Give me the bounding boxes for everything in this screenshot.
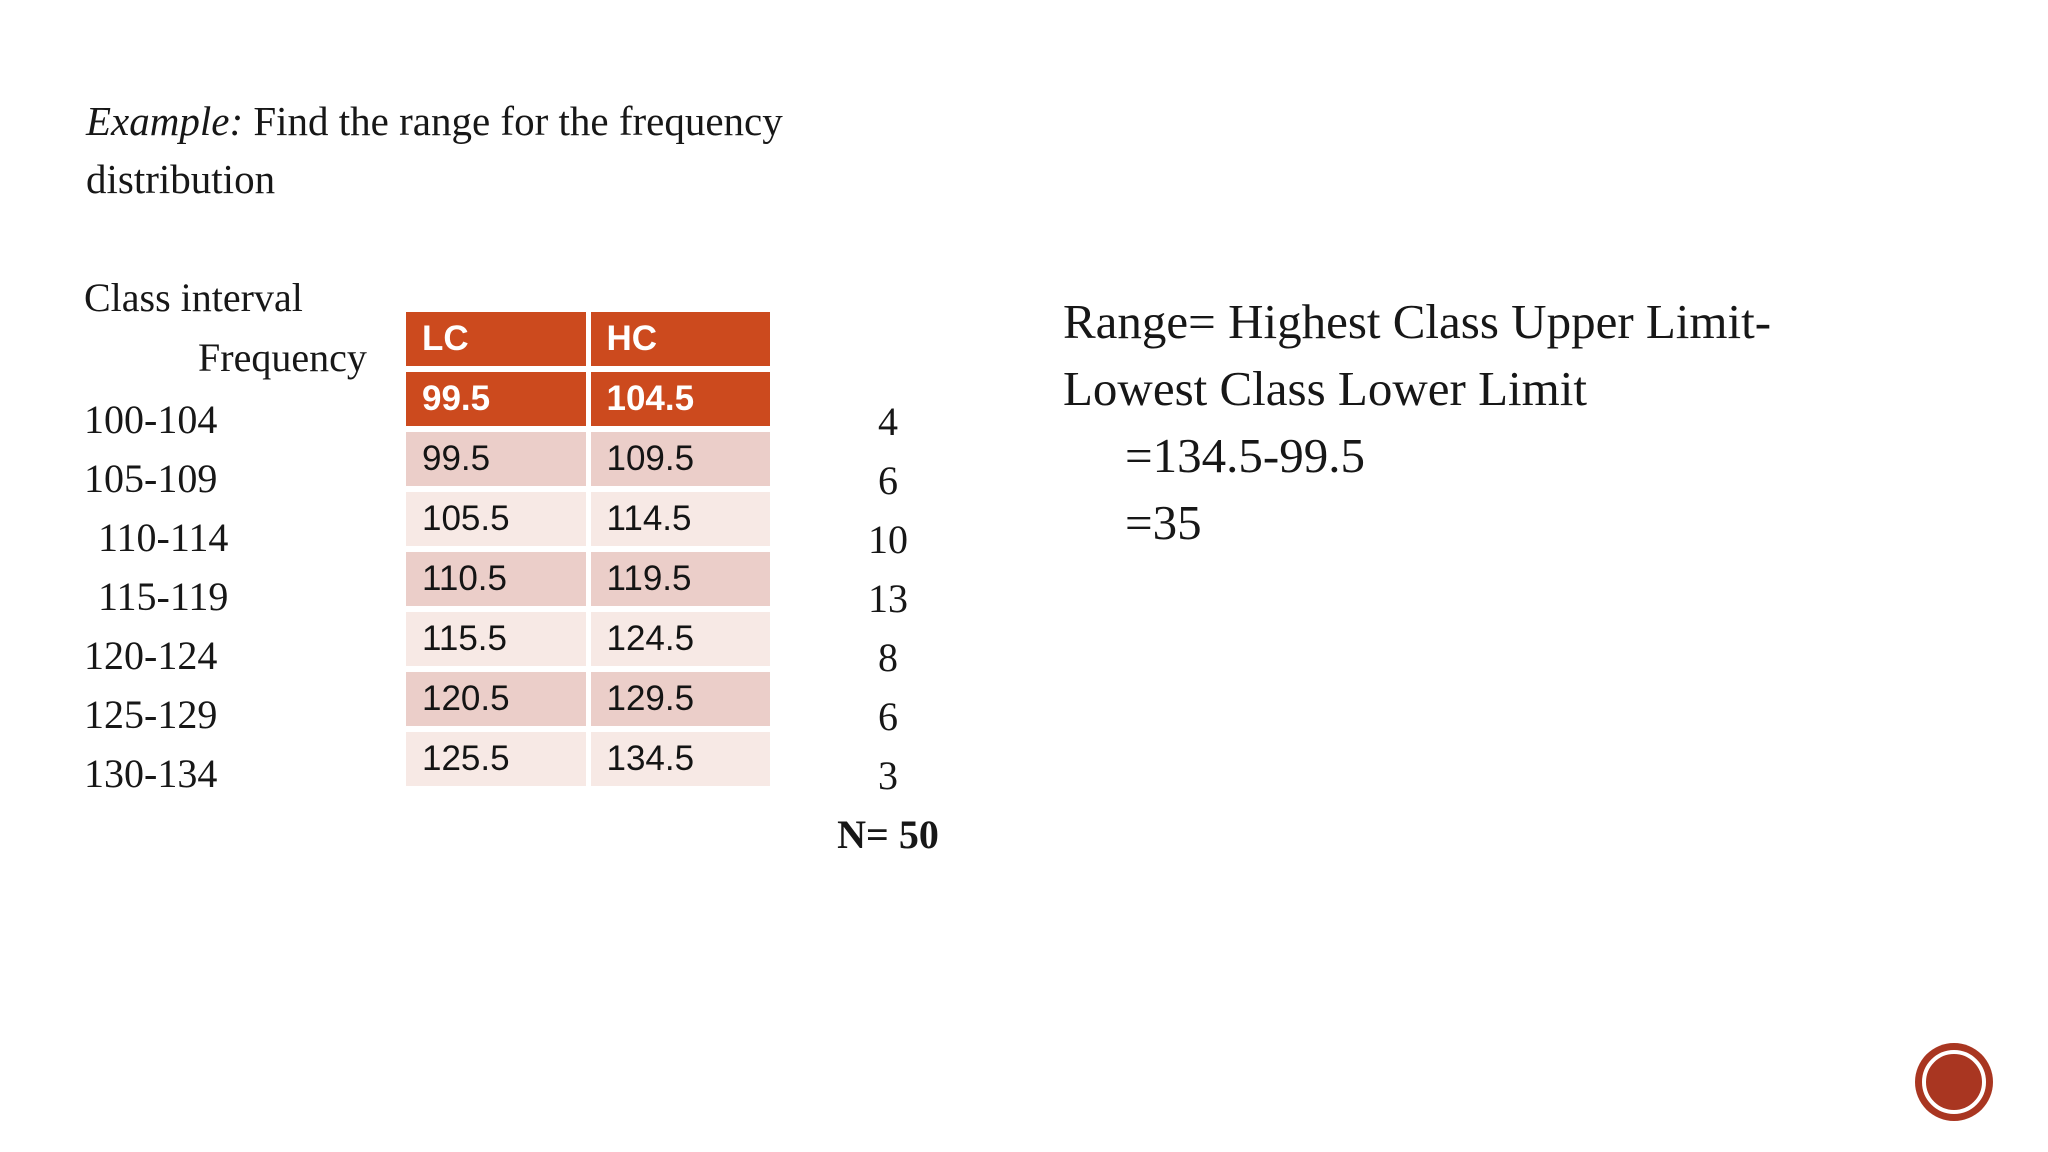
range-result: =35 [1125, 495, 1202, 550]
class-interval-item: 110-114 [98, 515, 229, 560]
table-cell: 129.5 [590, 672, 770, 726]
table-cell: 124.5 [590, 612, 770, 666]
class-interval-item: 115-119 [98, 574, 229, 619]
table-cell: 114.5 [590, 492, 770, 546]
class-interval-item: 125-129 [84, 692, 218, 737]
class-interval-heading: Class interval [84, 275, 303, 320]
slide-bullet-ring [1922, 1050, 1986, 1114]
frequency-value: 6 [878, 694, 898, 739]
slide-bullet-circle-icon [1915, 1043, 1993, 1121]
frequency-value: 6 [878, 458, 898, 503]
frequency-value: 3 [878, 753, 898, 798]
title-text: Find the range for the frequency distrib… [86, 98, 783, 202]
lc-hc-table: LC HC 99.5 104.5 99.5 109.5 105.5 114.5 110.5 119… [406, 312, 770, 786]
frequency-value: 13 [868, 576, 908, 621]
class-interval-item: 130-134 [84, 751, 218, 796]
frequency-column: 4 6 10 13 8 6 3 N= 50 [828, 392, 948, 864]
range-substitution: =134.5-99.5 [1125, 428, 1365, 483]
frequency-value: 8 [878, 635, 898, 680]
frequency-heading: Frequency [198, 335, 367, 380]
table-header-cell: LC [406, 312, 586, 366]
table-cell: 110.5 [406, 552, 586, 606]
table-cell: 115.5 [406, 612, 586, 666]
frequency-values: 4 6 10 13 8 6 3 [828, 392, 948, 805]
table-highlight-cell: 99.5 [406, 372, 586, 426]
table-cell: 120.5 [406, 672, 586, 726]
table-cell: 109.5 [590, 432, 770, 486]
class-interval-item: 100-104 [84, 397, 218, 442]
column-headings: Class interval Frequency [84, 268, 367, 388]
table-cell: 99.5 [406, 432, 586, 486]
table-cell: 119.5 [590, 552, 770, 606]
class-interval-item: 105-109 [84, 456, 218, 501]
frequency-value: 10 [868, 517, 908, 562]
table-header-cell: HC [590, 312, 770, 366]
range-solution: Range= Highest Class Upper Limit- Lowest… [1063, 288, 1771, 556]
range-formula-line2: Lowest Class Lower Limit [1063, 361, 1587, 416]
class-interval-list: 100-104 105-109 110-114 115-119 120-124 125-1… [84, 390, 228, 803]
total-count: N= 50 [837, 812, 939, 857]
table-cell: 105.5 [406, 492, 586, 546]
class-interval-item: 120-124 [84, 633, 218, 678]
frequency-value: 4 [878, 399, 898, 444]
table-highlight-cell: 104.5 [590, 372, 770, 426]
slide-title: Example: Find the range for the frequenc… [86, 92, 906, 208]
title-example-label: Example: [86, 98, 244, 144]
table-cell: 125.5 [406, 732, 586, 786]
table-cell: 134.5 [590, 732, 770, 786]
range-formula-line1: Range= Highest Class Upper Limit- [1063, 294, 1772, 349]
